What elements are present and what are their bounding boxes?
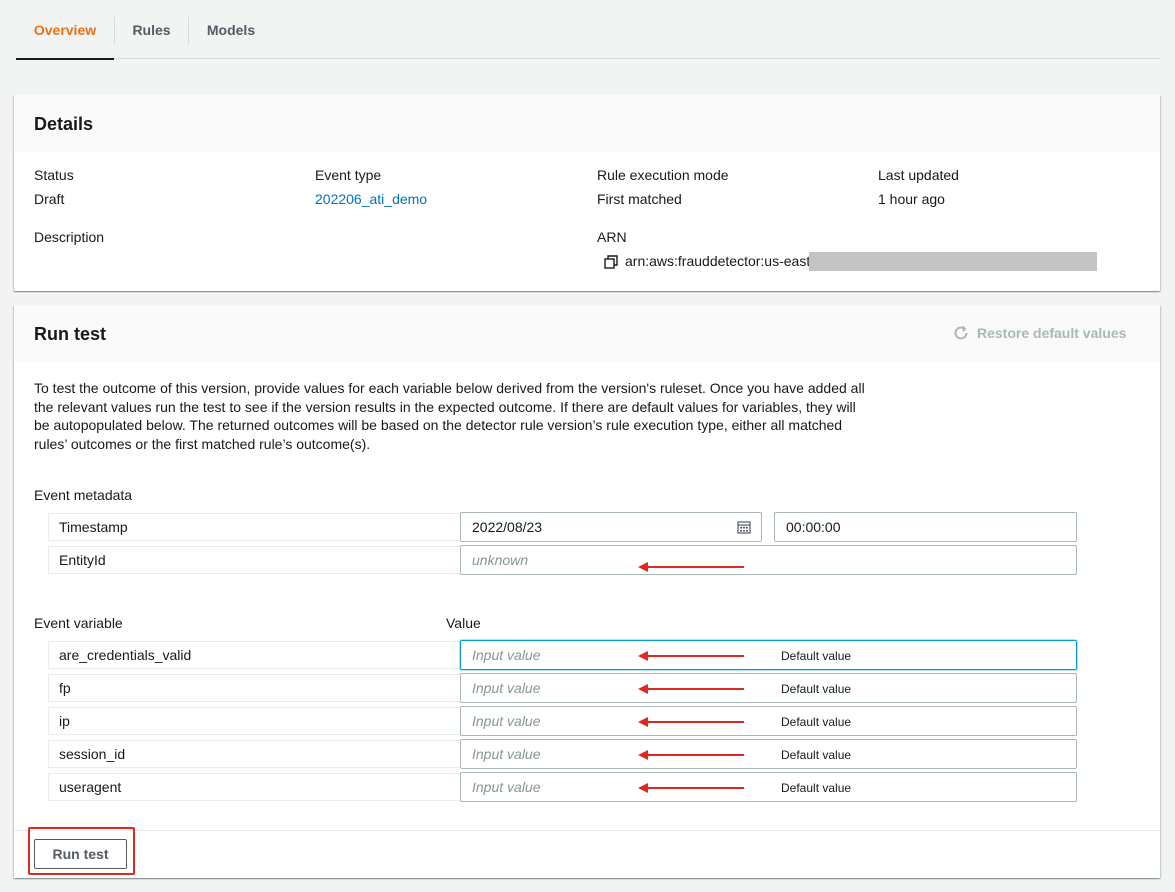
tab-divider	[188, 17, 189, 44]
default-value-label: Default value	[781, 682, 852, 696]
calendar-icon[interactable]	[737, 520, 751, 534]
restore-label: Restore default values	[977, 325, 1127, 341]
run-test-description: To test the outcome of this version, pro…	[34, 380, 865, 452]
status-label: Status	[34, 167, 74, 183]
entityid-input[interactable]: unknown	[460, 545, 1077, 575]
refresh-icon	[954, 325, 968, 340]
details-title: Details	[34, 114, 94, 134]
tab-divider	[114, 17, 115, 44]
variable-input[interactable]: Input value	[460, 739, 1077, 769]
annotation-arrow-icon	[638, 651, 744, 661]
annotation-arrow-icon	[638, 562, 744, 572]
tab-overview[interactable]: Overview	[16, 0, 114, 60]
details-panel: Details Status Draft Event type 202206_a…	[14, 95, 1160, 291]
variable-row-label: useragent	[48, 773, 460, 801]
rule-mode-label: Rule execution mode	[597, 167, 729, 183]
variable-row-label: session_id	[48, 740, 460, 768]
run-test-header: Run test Restore default values	[14, 305, 1160, 362]
default-value-label: Default value	[781, 649, 852, 663]
annotation-arrow-icon	[638, 717, 744, 727]
timestamp-date-input[interactable]: 2022/08/23	[460, 512, 762, 542]
annotation-highlight-box	[28, 827, 135, 875]
copy-icon[interactable]	[604, 255, 618, 269]
variable-input[interactable]: Input value	[460, 706, 1077, 736]
rule-mode-value: First matched	[597, 191, 682, 207]
tab-bar: Overview Rules Models	[16, 0, 1160, 60]
tab-rules[interactable]: Rules	[132, 21, 171, 38]
variable-row-label: ip	[48, 707, 460, 735]
variable-input[interactable]: Input value	[460, 772, 1077, 802]
event-type-label: Event type	[315, 167, 382, 183]
timestamp-time-input[interactable]: 00:00:00	[774, 512, 1077, 542]
status-value: Draft	[34, 191, 65, 207]
default-value-label: Default value	[781, 748, 852, 762]
last-updated-label: Last updated	[878, 167, 959, 183]
entityid-row-label: EntityId	[48, 546, 460, 574]
run-test-title: Run test	[34, 324, 106, 344]
event-type-link[interactable]: 202206_ati_demo	[315, 191, 428, 207]
variable-row-label: are_credentials_valid	[48, 641, 460, 669]
default-value-label: Default value	[781, 715, 852, 729]
event-metadata-label: Event metadata	[34, 487, 133, 503]
description-label: Description	[34, 229, 105, 245]
redacted-arn	[809, 252, 1097, 271]
value-label: Value	[446, 615, 481, 631]
run-test-button[interactable]: Run test	[34, 839, 127, 869]
details-header: Details	[14, 95, 1160, 152]
annotation-arrow-icon	[638, 684, 744, 694]
event-variable-label: Event variable	[34, 615, 123, 631]
arn-label: ARN	[597, 229, 627, 245]
annotation-arrow-icon	[638, 750, 744, 760]
tab-models[interactable]: Models	[206, 21, 256, 38]
variable-row-label: fp	[48, 674, 460, 702]
footer-divider	[14, 830, 1160, 831]
annotation-arrow-icon	[638, 783, 744, 793]
timestamp-row-label: Timestamp	[48, 513, 460, 541]
run-test-panel: Run test Restore default values To test …	[14, 305, 1160, 878]
last-updated-value: 1 hour ago	[878, 191, 945, 207]
variable-input[interactable]: Input value	[460, 640, 1077, 670]
arn-value: arn:aws:frauddetector:us-east-	[625, 253, 815, 269]
default-value-label: Default value	[781, 781, 852, 795]
restore-default-values-button[interactable]: Restore default values	[953, 325, 1126, 341]
variable-input[interactable]: Input value	[460, 673, 1077, 703]
